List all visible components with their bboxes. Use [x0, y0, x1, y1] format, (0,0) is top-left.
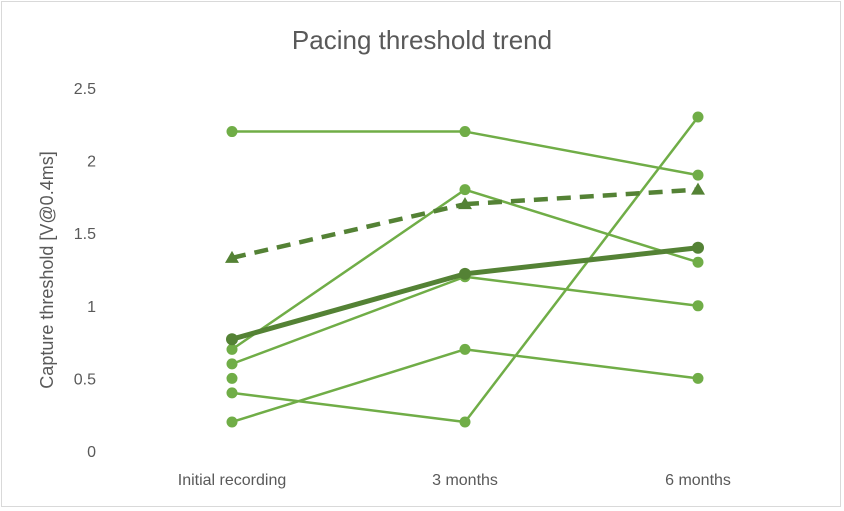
data-point	[226, 343, 238, 355]
data-point	[459, 267, 471, 280]
x-tick-label: Initial recording	[178, 472, 287, 489]
y-tick-label: 0.5	[74, 371, 96, 388]
y-tick-label: 2.5	[74, 81, 96, 98]
data-point	[226, 333, 238, 346]
data-point	[692, 111, 704, 123]
series-line-segment	[231, 275, 466, 366]
data-point	[459, 416, 471, 428]
data-point	[692, 256, 704, 268]
data-point	[459, 126, 471, 138]
series-line-segment	[464, 130, 699, 177]
data-point	[226, 126, 238, 138]
data-point	[226, 372, 238, 384]
series-line-segment	[464, 116, 699, 423]
data-point	[458, 197, 472, 210]
series-line-segment	[231, 271, 466, 342]
data-point	[226, 416, 238, 428]
chart-title: Pacing threshold trend	[292, 25, 552, 55]
y-tick-label: 2	[87, 154, 96, 171]
x-tick-label: 3 months	[432, 472, 498, 489]
data-point	[225, 250, 239, 263]
series-6	[226, 241, 704, 346]
series-line-segment	[464, 187, 699, 207]
data-point	[459, 184, 471, 196]
data-point	[459, 343, 471, 355]
y-tick-label: 1	[87, 299, 96, 316]
data-point	[692, 372, 704, 384]
series-line-segment	[231, 348, 466, 424]
series-3	[226, 111, 704, 428]
series-line-segment	[231, 188, 466, 351]
data-point	[692, 169, 704, 181]
x-tick-label: 6 months	[665, 472, 731, 489]
series-line-segment	[464, 348, 699, 380]
series-line-segment	[231, 391, 466, 424]
data-point	[692, 300, 704, 312]
series-line-segment	[464, 245, 699, 277]
data-point	[691, 182, 705, 195]
series-5	[226, 372, 238, 384]
y-axis-label: Capture threshold [V@0.4ms]	[37, 151, 57, 388]
data-point	[226, 387, 238, 399]
data-point	[692, 241, 704, 254]
series-0	[226, 126, 704, 181]
data-point	[226, 358, 238, 370]
y-tick-label: 1.5	[74, 226, 96, 243]
series-line-segment	[231, 201, 466, 261]
series-7	[225, 182, 705, 263]
series-4	[226, 343, 704, 428]
series-line-segment	[464, 275, 699, 308]
y-tick-label: 0	[87, 444, 96, 461]
